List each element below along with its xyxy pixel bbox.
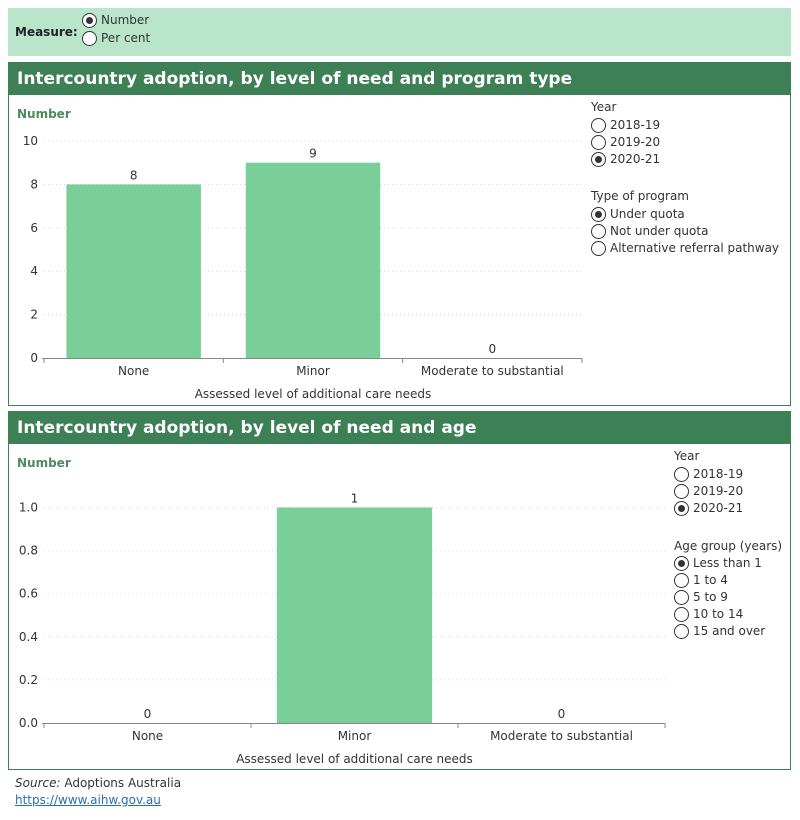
unit-label: Number [17, 456, 71, 470]
y-tick-label: 1.0 [19, 501, 38, 515]
measure-bar: Measure: Number Per cent [8, 8, 791, 56]
year-option-2020-21[interactable]: 2020-21 [674, 500, 743, 516]
program-option-under-quota[interactable]: Under quota [591, 206, 685, 222]
data-label: 0 [558, 707, 566, 721]
age-option-15-and-over[interactable]: 15 and over [674, 623, 765, 639]
bar [245, 162, 381, 358]
data-label: 0 [489, 342, 497, 356]
measure-option-number[interactable]: Number [82, 12, 149, 28]
radio-icon[interactable] [591, 224, 606, 239]
measure-label: Measure: [15, 25, 78, 39]
radio-icon[interactable] [674, 607, 689, 622]
bar [276, 507, 433, 723]
chart-title: Intercountry adoption, by level of need … [9, 412, 790, 444]
radio-icon[interactable] [674, 590, 689, 605]
y-tick-label: 0.6 [19, 587, 38, 601]
year-option-2018-19[interactable]: 2018-19 [591, 117, 660, 133]
program-filter-title: Type of program [591, 189, 689, 203]
radio-icon[interactable] [591, 241, 606, 256]
y-tick-label: 2 [30, 308, 38, 322]
age-option-10-to-14[interactable]: 10 to 14 [674, 606, 743, 622]
y-tick-label: 4 [30, 264, 38, 278]
chart-panel-age: Intercountry adoption, by level of need … [8, 411, 791, 770]
year-filter-title: Year [591, 100, 617, 114]
age-option-5-to-9[interactable]: 5 to 9 [674, 589, 728, 605]
data-label: 8 [130, 168, 138, 182]
bar-chart-age: 0 1 0 0.0 0.2 0.4 0.6 0.8 1.0 None Minor Moderate t… [19, 492, 666, 766]
year-option-2019-20[interactable]: 2019-20 [674, 483, 743, 499]
unit-label: Number [17, 107, 71, 121]
x-tick-label: Minor [296, 364, 330, 378]
radio-icon[interactable] [591, 207, 606, 222]
age-option-less-than-1[interactable]: Less than 1 [674, 555, 762, 571]
x-tick-label: Minor [338, 729, 372, 743]
y-tick-label: 10 [23, 134, 38, 148]
chart-panel-program: Intercountry adoption, by level of need … [8, 62, 791, 406]
data-label: 9 [309, 147, 317, 161]
x-tick-label: None [118, 364, 149, 378]
radio-icon[interactable] [591, 152, 606, 167]
radio-icon[interactable] [674, 556, 689, 571]
data-label: 0 [144, 707, 152, 721]
bar-chart-program: 8 9 0 0 2 4 6 8 10 None Minor Moderate to substanti… [23, 134, 583, 401]
x-axis-title: Assessed level of additional care needs [195, 387, 432, 401]
year-filter-title: Year [674, 449, 700, 463]
program-option-alternative-referral[interactable]: Alternative referral pathway [591, 240, 779, 256]
y-tick-label: 0.8 [19, 544, 38, 558]
age-filter-title: Age group (years) [674, 539, 783, 553]
measure-option-percent[interactable]: Per cent [82, 30, 150, 46]
bar [66, 184, 201, 358]
x-tick-label: Moderate to substantial [490, 729, 633, 743]
radio-icon[interactable] [674, 573, 689, 588]
x-tick-label: Moderate to substantial [421, 364, 564, 378]
y-tick-label: 0.2 [19, 673, 38, 687]
radio-icon[interactable] [674, 624, 689, 639]
radio-icon[interactable] [674, 501, 689, 516]
radio-icon[interactable] [591, 118, 606, 133]
radio-icon[interactable] [674, 467, 689, 482]
y-tick-label: 8 [30, 177, 38, 191]
y-tick-label: 6 [30, 221, 38, 235]
source-note: Source: Adoptions Australia [15, 776, 182, 790]
chart-title: Intercountry adoption, by level of need … [9, 63, 790, 95]
x-axis-title: Assessed level of additional care needs [236, 752, 473, 766]
year-option-2018-19[interactable]: 2018-19 [674, 466, 743, 482]
radio-icon[interactable] [591, 135, 606, 150]
y-tick-label: 0.0 [19, 716, 38, 730]
x-tick-label: None [132, 729, 163, 743]
age-option-1-to-4[interactable]: 1 to 4 [674, 572, 728, 588]
program-option-not-under-quota[interactable]: Not under quota [591, 223, 708, 239]
year-option-2019-20[interactable]: 2019-20 [591, 134, 660, 150]
y-tick-label: 0.4 [19, 630, 38, 644]
source-link[interactable]: https://www.aihw.gov.au [15, 793, 161, 807]
y-tick-label: 0 [30, 351, 38, 365]
radio-icon[interactable] [82, 13, 97, 28]
radio-icon[interactable] [82, 31, 97, 46]
data-label: 1 [351, 492, 359, 506]
year-option-2020-21[interactable]: 2020-21 [591, 151, 660, 167]
radio-icon[interactable] [674, 484, 689, 499]
